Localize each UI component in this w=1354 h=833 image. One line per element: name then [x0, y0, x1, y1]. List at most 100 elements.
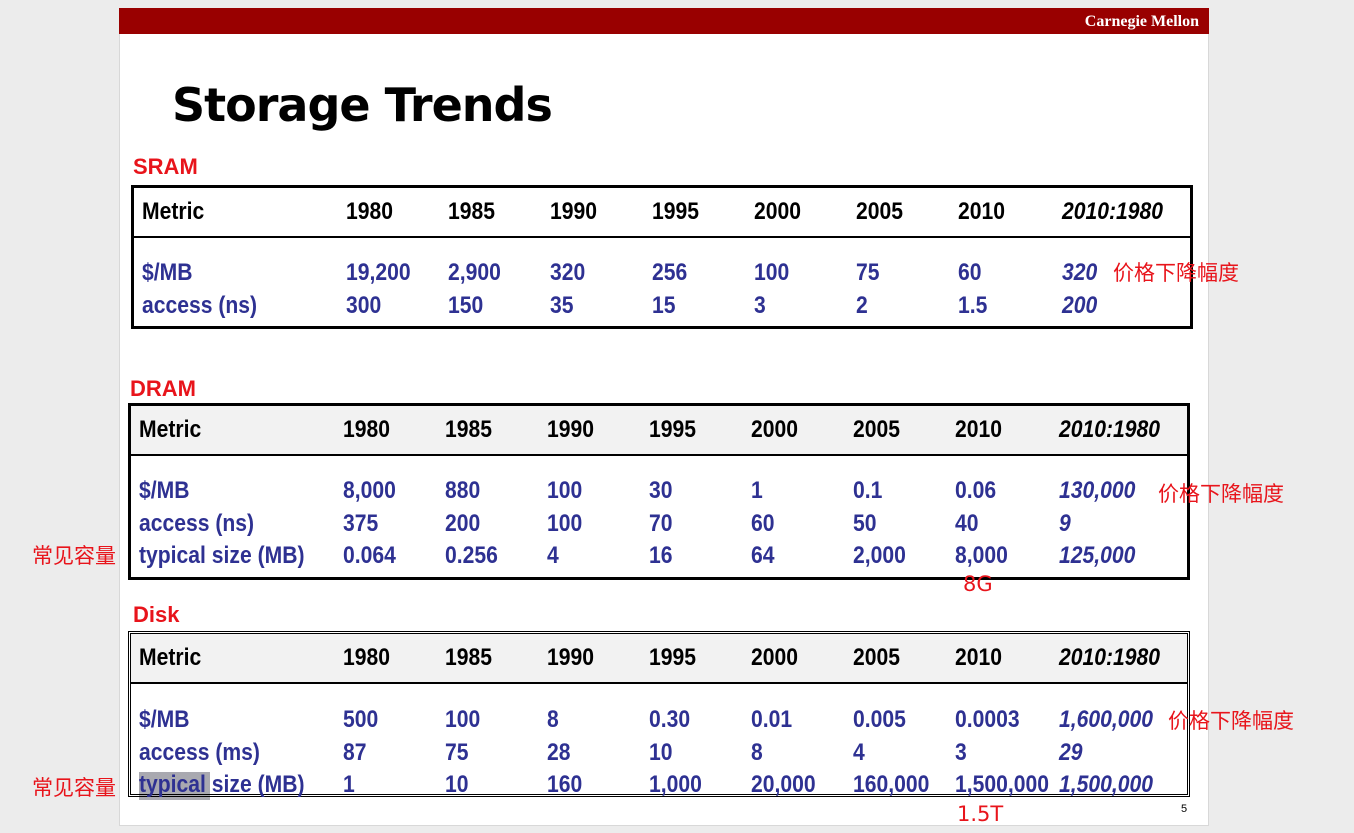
table-cell: 10: [649, 739, 673, 766]
table-cell: 2,900: [448, 259, 501, 286]
table-cell: 4: [853, 739, 865, 766]
table-cell: 0.256: [445, 542, 498, 569]
table-cell: 2: [856, 292, 868, 319]
table-cell: 100: [445, 706, 481, 733]
column-header: 1995: [652, 198, 699, 225]
table-cell: 16: [649, 542, 673, 569]
column-header: 1995: [649, 416, 696, 443]
row-label: access (ns): [139, 510, 255, 537]
table-cell: 60: [958, 259, 982, 286]
table-cell: 30: [649, 477, 673, 504]
table-cell: 0.064: [343, 542, 396, 569]
annotation: 常见容量: [32, 776, 116, 800]
section-label: Disk: [133, 602, 180, 627]
row-label: $/MB: [139, 706, 190, 733]
table-cell: 160: [547, 771, 583, 798]
table-cell: 320: [1062, 259, 1098, 286]
slide-title: Storage Trends: [172, 78, 553, 132]
table-cell: 15: [652, 292, 676, 319]
brand: Carnegie Mellon: [1084, 13, 1199, 30]
table-cell: 1,000: [649, 771, 702, 798]
header-bar: Carnegie Mellon: [119, 8, 1209, 34]
column-header: 1985: [445, 416, 492, 443]
column-header: 2000: [751, 644, 798, 671]
section-label: DRAM: [130, 376, 196, 401]
table-cell: 880: [445, 477, 481, 504]
column-header: 1980: [343, 416, 390, 443]
table-cell: 500: [343, 706, 379, 733]
table-cell: 0.1: [853, 477, 883, 504]
column-header: 2010: [955, 416, 1002, 443]
table-cell: 8,000: [343, 477, 396, 504]
annotation: 价格下降幅度: [1113, 261, 1239, 285]
table-cell: 200: [445, 510, 481, 537]
table-cell: 100: [547, 477, 583, 504]
table-cell: 1,600,000: [1059, 706, 1153, 733]
table-cell: 0.30: [649, 706, 691, 733]
table-header: Metric 1980 1985 1990 1995 2000 2005 2010 2010:1…: [131, 634, 1187, 684]
table-cell: 320: [550, 259, 586, 286]
column-header: Metric: [139, 644, 202, 671]
table-cell: 1: [751, 477, 763, 504]
column-header: 1985: [445, 644, 492, 671]
column-header: 1990: [547, 644, 594, 671]
table-cell: 75: [856, 259, 880, 286]
table-cell: 300: [346, 292, 382, 319]
column-header: 2000: [754, 198, 801, 225]
table-cell: 8: [547, 706, 559, 733]
column-header: Metric: [139, 416, 202, 443]
column-header: 2005: [853, 416, 900, 443]
table-cell: 64: [751, 542, 775, 569]
table-cell: 35: [550, 292, 574, 319]
table-header: Metric 1980 1985 1990 1995 2000 2005 2010 2010:1…: [134, 188, 1190, 238]
column-header: Metric: [142, 198, 205, 225]
column-header: 2010:1980: [1059, 416, 1161, 443]
table-cell: 160,000: [853, 771, 930, 798]
table-cell: 1,500,000: [1059, 771, 1153, 798]
row-label: typical size (MB): [139, 771, 305, 798]
table-cell: 3: [754, 292, 766, 319]
column-header: 2000: [751, 416, 798, 443]
annotation: 8G: [963, 572, 993, 596]
table-cell: 0.005: [853, 706, 906, 733]
table-cell: 256: [652, 259, 688, 286]
table-cell: 375: [343, 510, 379, 537]
column-header: 2010: [955, 644, 1002, 671]
row-label: access (ms): [139, 739, 260, 766]
table-cell: 130,000: [1059, 477, 1136, 504]
table-cell: 200: [1062, 292, 1098, 319]
annotation: 常见容量: [32, 544, 116, 568]
table-cell: 28: [547, 739, 571, 766]
table-cell: 150: [448, 292, 484, 319]
table-cell: 70: [649, 510, 673, 537]
column-header: 1990: [547, 416, 594, 443]
table-cell: 60: [751, 510, 775, 537]
table-cell: 125,000: [1059, 542, 1136, 569]
column-header: 1985: [448, 198, 495, 225]
table-cell: 1: [343, 771, 355, 798]
column-header: 2010:1980: [1062, 198, 1164, 225]
table-cell: 19,200: [346, 259, 411, 286]
table-cell: 0.0003: [955, 706, 1020, 733]
table: Metric 1980 1985 1990 1995 2000 2005 2010 2010:1…: [128, 631, 1190, 798]
table-cell: 50: [853, 510, 877, 537]
table-cell: 40: [955, 510, 979, 537]
table-cell: 10: [445, 771, 469, 798]
column-header: 2010: [958, 198, 1005, 225]
column-header: 2005: [853, 644, 900, 671]
table-cell: 1.5: [958, 292, 988, 319]
column-header: 2005: [856, 198, 903, 225]
annotation: 1.5T: [957, 802, 1004, 826]
column-header: 1995: [649, 644, 696, 671]
table-cell: 87: [343, 739, 367, 766]
table-cell: 1,500,000: [955, 771, 1049, 798]
table-cell: 100: [754, 259, 790, 286]
row-label: $/MB: [139, 477, 190, 504]
column-header: 1980: [346, 198, 393, 225]
row-label: access (ns): [142, 292, 258, 319]
section-label: SRAM: [133, 154, 198, 179]
table-cell: 8,000: [955, 542, 1008, 569]
annotation: 价格下降幅度: [1158, 482, 1284, 506]
table-cell: 8: [751, 739, 763, 766]
